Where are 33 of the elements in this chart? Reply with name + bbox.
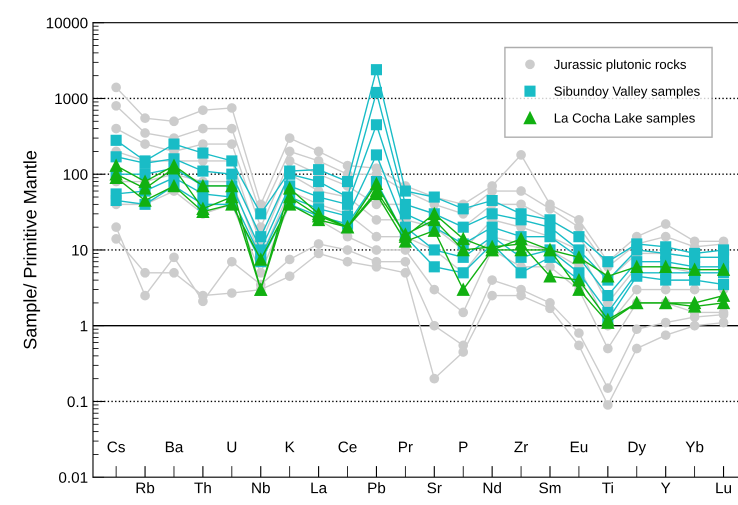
x-tick-label: Dy [628, 442, 646, 456]
x-tick-label: Ti [602, 482, 613, 494]
x-tick-label: Lu [716, 482, 732, 494]
x-tick-label: La [311, 482, 328, 494]
y-tick-label: 100 [64, 169, 88, 180]
x-tick-label: Pr [398, 442, 413, 452]
x-tick-label: Nb [252, 482, 270, 494]
x-tick-label: P [459, 442, 468, 452]
x-tick-label: Yb [686, 441, 704, 452]
x-tick-label: Zr [514, 442, 528, 452]
y-tick-label: 1000 [55, 93, 88, 104]
y-tick-label: 0.01 [58, 472, 88, 483]
x-tick-label: Pb [368, 482, 386, 494]
x-tick-label: Cs [108, 442, 125, 452]
legend-label: La Cocha Lake samples [554, 113, 695, 126]
y-tick-label: 0.1 [67, 396, 88, 408]
x-tick-label: Th [194, 482, 211, 494]
x-tick-label: Sr [427, 482, 442, 494]
x-tick-label: Ce [338, 442, 357, 452]
x-tick-label: Eu [570, 442, 588, 452]
legend-label: Jurassic plutonic rocks [554, 59, 686, 72]
x-tick-label: Ba [166, 442, 184, 452]
x-tick-label: Sm [539, 482, 560, 494]
x-tick-label: Rb [136, 482, 154, 494]
y-tick-label: 1 [80, 320, 88, 332]
y-tick-label: 10 [72, 244, 88, 256]
x-tick-label: U [227, 442, 236, 452]
legend-label: Sibundoy Valley samples [554, 86, 700, 98]
y-axis-title: Sample/ Primitive Mantle [23, 150, 40, 349]
y-tick-label: 10000 [46, 18, 88, 28]
x-tick-label: Nd [484, 482, 501, 494]
x-tick-label: K [286, 442, 295, 452]
x-tick-label: Y [660, 482, 670, 494]
